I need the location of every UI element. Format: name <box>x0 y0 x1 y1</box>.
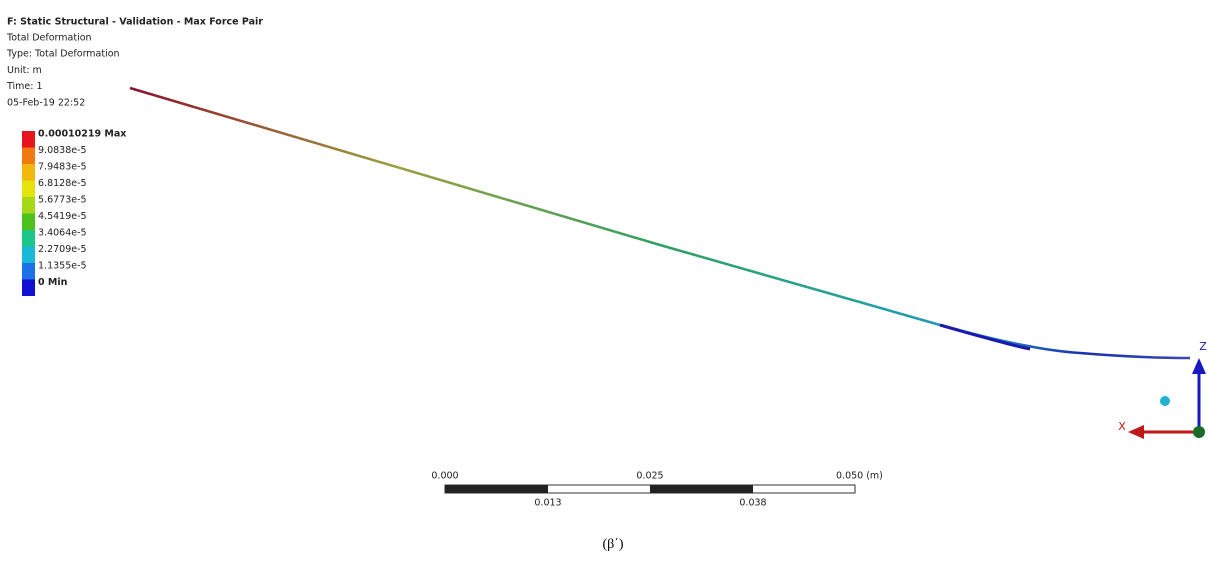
legend-swatch <box>22 247 35 264</box>
legend: 0.00010219 Max 9.0838e-5 7.9483e-5 6.8128e-… <box>22 129 126 297</box>
legend-label: 0.00010219 Max <box>38 129 126 140</box>
viewport: F: Static Structural - Validation - Max … <box>0 0 1227 557</box>
header-line: Time: 1 <box>6 81 43 92</box>
legend-swatch <box>22 263 35 280</box>
legend-swatch <box>22 280 35 297</box>
caption: (β΄) <box>602 537 623 552</box>
legend-label: 5.6773e-5 <box>38 195 87 206</box>
legend-swatch <box>22 197 35 214</box>
beam-end <box>940 325 1030 349</box>
scale-label: 0.013 <box>534 498 561 509</box>
legend-swatch <box>22 164 35 181</box>
legend-label: 2.2709e-5 <box>38 244 87 255</box>
scale-segment <box>445 485 548 493</box>
beam <box>130 88 1190 358</box>
legend-swatch <box>22 181 35 198</box>
z-arrow <box>1192 358 1206 374</box>
z-label: Z <box>1199 340 1207 353</box>
legend-label: 6.8128e-5 <box>38 178 87 189</box>
header-line: Unit: m <box>7 65 42 76</box>
header-line: Total Deformation <box>6 33 92 44</box>
legend-swatch <box>22 230 35 247</box>
legend-label: 4.5419e-5 <box>38 211 87 222</box>
legend-label: 9.0838e-5 <box>38 145 87 156</box>
view-sphere <box>1160 396 1170 406</box>
origin <box>1193 426 1205 438</box>
legend-label: 7.9483e-5 <box>38 162 87 173</box>
legend-label: 1.1355e-5 <box>38 261 87 272</box>
legend-swatch <box>22 131 35 148</box>
legend-swatch <box>22 148 35 165</box>
x-arrow <box>1128 425 1144 439</box>
legend-label: 0 Min <box>38 277 68 288</box>
header-title: F: Static Structural - Validation - Max … <box>7 17 263 28</box>
header-line: Type: Total Deformation <box>6 49 120 60</box>
x-label: X <box>1118 420 1126 433</box>
scale-segment <box>650 485 753 493</box>
scale-label: 0.000 <box>431 471 458 482</box>
header-line: 05-Feb-19 22:52 <box>7 97 85 108</box>
scale-bar <box>445 485 855 493</box>
scale-label: 0.038 <box>739 498 766 509</box>
triad <box>1128 358 1206 439</box>
scale-label: 0.050 (m) <box>836 471 883 482</box>
legend-swatch <box>22 214 35 231</box>
legend-label: 3.4064e-5 <box>38 228 87 239</box>
scale-label: 0.025 <box>636 471 663 482</box>
header-lines: Total Deformation Type: Total Deformation… <box>6 33 120 109</box>
